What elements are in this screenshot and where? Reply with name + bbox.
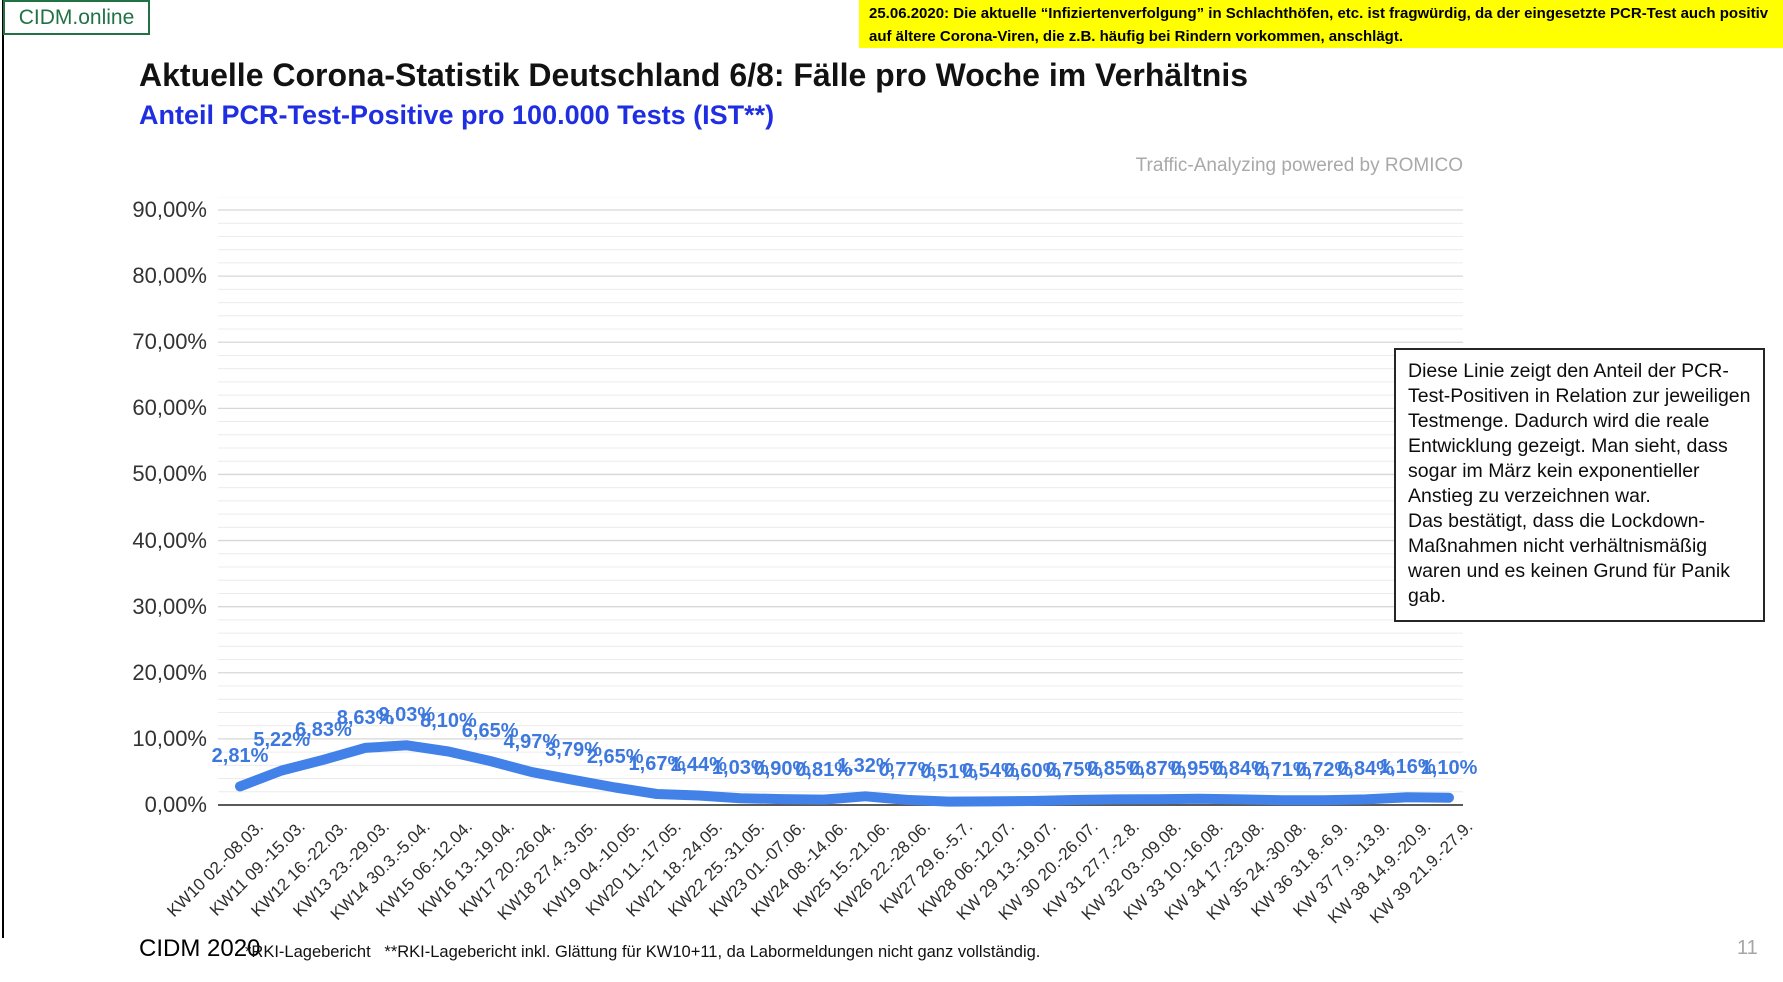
data-point-label: 1,67% [628, 752, 686, 775]
annotation-paragraph: Das bestätigt, dass die Lockdown-Maßnahm… [1408, 509, 1730, 607]
data-point-label: 0,84% [1337, 758, 1394, 781]
y-axis-tick-label: 10,00% [132, 725, 207, 751]
data-point-label: 6,65% [461, 720, 519, 743]
data-point-label: 0,87% [1128, 758, 1186, 781]
data-point-label: 1,16% [1378, 756, 1436, 779]
data-point-label: 1,44% [670, 754, 727, 777]
data-point-label: 0,60% [1003, 760, 1061, 783]
y-axis-tick-label: 30,00% [132, 593, 207, 619]
y-axis-tick-label: 70,00% [132, 329, 207, 355]
y-axis-tick-label: 40,00% [132, 527, 207, 553]
data-point-label: 1,32% [836, 755, 894, 778]
data-point-label: 1,03% [711, 757, 769, 780]
annotation-paragraph: Diese Linie zeigt den Anteil der PCR-Tes… [1408, 360, 1751, 507]
y-axis-tick-label: 60,00% [132, 395, 207, 421]
data-point-label: 9,03% [378, 704, 436, 727]
annotation-callout-box: Diese Linie zeigt den Anteil der PCR-Tes… [1394, 348, 1765, 622]
y-axis-tick-label: 50,00% [132, 461, 207, 487]
footer-sources: *RKI-Lagebericht **RKI-Lagebericht inkl.… [245, 943, 1041, 961]
y-axis-tick-label: 0,00% [144, 792, 207, 817]
data-point-label: 0,51% [920, 760, 978, 783]
data-point-label: 8,63% [336, 706, 394, 729]
data-point-label: 4,97% [503, 731, 561, 754]
data-point-label: 0,95% [1170, 757, 1228, 780]
yellow-update-note: 25.06.2020: Die aktuelle “Infiziertenver… [859, 0, 1783, 48]
cidm-logo: CIDM.online [3, 0, 150, 35]
data-point-label: 5,22% [253, 729, 311, 752]
left-edge-rule [2, 0, 4, 938]
data-point-label: 0,71% [1253, 759, 1311, 782]
y-axis-tick-label: 20,00% [132, 659, 207, 685]
series-line [235, 740, 1454, 807]
data-point-label: 0,77% [878, 758, 936, 781]
watermark-text: Traffic-Analyzing powered by ROMICO [1135, 155, 1463, 176]
data-point-label: 1,10% [1420, 756, 1478, 779]
data-point-label: 0,84% [1212, 758, 1269, 781]
data-point-label: 2,65% [586, 746, 644, 769]
data-point-label: 0,54% [962, 760, 1019, 783]
data-point-label: 0,72% [1295, 759, 1353, 782]
slide-title: Aktuelle Corona-Statistik Deutschland 6/… [139, 57, 1248, 93]
slide-subtitle: Anteil PCR-Test-Positive pro 100.000 Tes… [139, 100, 775, 130]
data-point-label: 0,75% [1045, 759, 1103, 782]
data-point-label: 6,83% [295, 718, 352, 741]
line-chart-plot [218, 197, 1463, 807]
y-axis-tick-label: 80,00% [132, 263, 207, 289]
data-point-label: 3,79% [545, 738, 602, 761]
page-number: 11 [1737, 937, 1758, 959]
data-point-label: 2,81% [211, 745, 269, 768]
data-point-label: 8,10% [420, 710, 477, 733]
cidm-logo-text: CIDM.online [18, 5, 135, 29]
y-axis-tick-label: 90,00% [132, 197, 207, 222]
data-point-label: 0,90% [753, 758, 811, 781]
data-point-label: 0,85% [1087, 758, 1144, 781]
data-point-label: 0,81% [795, 758, 853, 781]
footer-brand: CIDM 2020 [139, 935, 261, 962]
